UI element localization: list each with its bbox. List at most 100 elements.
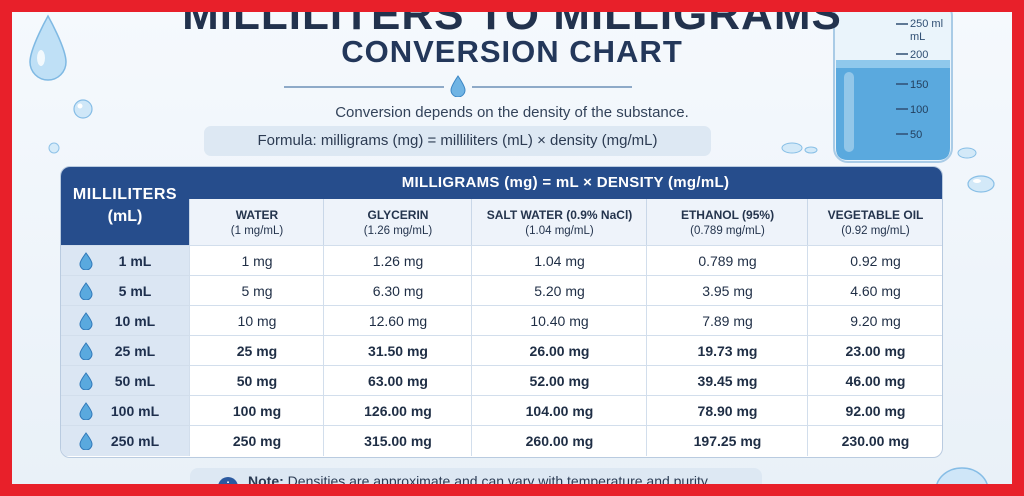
milliliters-value: 50 mL <box>114 373 156 389</box>
milliliters-cell: 1 mL <box>61 246 189 276</box>
column-header-name: ETHANOL (95%) <box>680 208 775 222</box>
milliliters-value: 100 mL <box>110 403 160 419</box>
water-drop-icon <box>936 467 988 484</box>
beaker-unit-label: mL <box>910 31 925 43</box>
milligrams-cell: 39.45 mg <box>646 366 808 396</box>
milligrams-cell: 26.00 mg <box>471 336 647 366</box>
milligrams-cell: 12.60 mg <box>323 306 472 336</box>
note-box: i Note: Densities are approximate and ca… <box>190 468 762 484</box>
milliliters-cell: 250 mL <box>61 426 189 456</box>
water-drop-icon <box>450 75 466 97</box>
note-label: Note: <box>248 473 284 484</box>
milligrams-cell: 260.00 mg <box>471 426 647 456</box>
milligrams-cell: 1 mg <box>189 246 324 276</box>
milligrams-cell: 52.00 mg <box>471 366 647 396</box>
water-drop-icon <box>79 342 93 360</box>
info-icon: i <box>218 477 238 484</box>
milligrams-cell: 3.95 mg <box>646 276 808 306</box>
milligrams-cell: 197.25 mg <box>646 426 808 456</box>
water-drop-icon <box>79 432 93 450</box>
milligrams-cell: 46.00 mg <box>807 366 942 396</box>
table-row: 250 mL 250 mg 315.00 mg 260.00 mg 197.25 mg 2… <box>61 425 942 456</box>
note-text: Note: Densities are approximate and can … <box>248 473 711 484</box>
milliliters-cell: 50 mL <box>61 366 189 396</box>
conversion-table: MILLILITERS (mL) MILLIGRAMS (mg) = mL × … <box>60 166 943 458</box>
page-title: MILLILITERS TO MILLIGRAMS <box>182 12 842 39</box>
milligrams-cell: 23.00 mg <box>807 336 942 366</box>
milligrams-cell: 4.60 mg <box>807 276 942 306</box>
milligrams-cell: 100 mg <box>189 396 324 426</box>
milligrams-cell: 126.00 mg <box>323 396 472 426</box>
milligrams-cell: 31.50 mg <box>323 336 472 366</box>
water-drop-icon <box>73 99 93 119</box>
milligrams-cell: 25 mg <box>189 336 324 366</box>
milligrams-cell: 5.20 mg <box>471 276 647 306</box>
water-drop-icon <box>781 142 818 154</box>
milliliters-header-unit: (mL) <box>107 208 143 225</box>
column-header-name: SALT WATER (0.9% NaCl) <box>486 208 633 222</box>
beaker-mark-200: 200 <box>910 49 928 61</box>
milliliters-column-header: MILLILITERS (mL) <box>61 167 189 245</box>
milligrams-cell: 104.00 mg <box>471 396 647 426</box>
milliliters-cell: 5 mL <box>61 276 189 306</box>
milliliters-cell: 25 mL <box>61 336 189 366</box>
water-drop-icon <box>79 252 93 270</box>
title-divider-left <box>284 86 444 88</box>
beaker-mark-50: 50 <box>910 129 922 141</box>
milligrams-cell: 0.92 mg <box>807 246 942 276</box>
milligrams-cell: 63.00 mg <box>323 366 472 396</box>
milliliters-value: 5 mL <box>118 283 152 299</box>
milligrams-group-header: MILLIGRAMS (mg) = mL × DENSITY (mg/mL) <box>189 167 942 199</box>
milliliters-header-label: MILLILITERS <box>72 186 178 203</box>
milliliters-value: 10 mL <box>114 313 156 329</box>
milligrams-cell: 315.00 mg <box>323 426 472 456</box>
formula-box: Formula: milligrams (mg) = milliliters (… <box>204 126 711 156</box>
milligrams-cell: 0.789 mg <box>646 246 808 276</box>
beaker-top-label: 250 ml <box>910 18 943 30</box>
milligrams-cell: 5 mg <box>189 276 324 306</box>
milligrams-cell: 50 mg <box>189 366 324 396</box>
milligrams-cell: 230.00 mg <box>807 426 942 456</box>
column-header-density: (0.92 mg/mL) <box>841 225 910 237</box>
column-header-3: ETHANOL (95%) (0.789 mg/mL) <box>646 199 808 245</box>
water-drop-icon <box>79 402 93 420</box>
milligrams-cell: 10.40 mg <box>471 306 647 336</box>
water-drop-icon <box>79 282 93 300</box>
table-row: 5 mL 5 mg 6.30 mg 5.20 mg 3.95 mg 4.60 mg <box>61 275 942 306</box>
water-drop-icon <box>957 147 977 159</box>
milliliters-cell: 10 mL <box>61 306 189 336</box>
milliliters-value: 1 mL <box>118 253 152 269</box>
table-row: 25 mL 25 mg 31.50 mg 26.00 mg 19.73 mg 23.00 … <box>61 335 942 366</box>
column-header-name: WATER <box>235 208 279 222</box>
column-header-2: SALT WATER (0.9% NaCl) (1.04 mg/mL) <box>471 199 647 245</box>
milliliters-value: 25 mL <box>114 343 156 359</box>
chart-canvas: 250 ml mL 200 150 100 50 MILLILITERS TO … <box>12 12 1012 484</box>
page-subtitle-heading: CONVERSION CHART <box>341 34 683 69</box>
milligrams-cell: 1.26 mg <box>323 246 472 276</box>
water-drop-icon <box>79 312 93 330</box>
density-explanation: Conversion depends on the density of the… <box>335 104 689 121</box>
water-drop-icon <box>48 142 60 154</box>
column-header-density: (1 mg/mL) <box>230 225 284 237</box>
milligrams-cell: 78.90 mg <box>646 396 808 426</box>
note-body: Densities are approximate and can vary w… <box>287 473 711 484</box>
table-row: 50 mL 50 mg 63.00 mg 52.00 mg 39.45 mg 46.00 … <box>61 365 942 396</box>
column-header-name: VEGETABLE OIL <box>827 208 924 222</box>
water-drop-icon <box>29 14 67 81</box>
water-drop-icon <box>967 175 995 193</box>
milligrams-cell: 92.00 mg <box>807 396 942 426</box>
column-header-0: WATER (1 mg/mL) <box>189 199 324 245</box>
column-header-density: (1.26 mg/mL) <box>363 225 433 237</box>
milligrams-cell: 1.04 mg <box>471 246 647 276</box>
milligrams-cell: 9.20 mg <box>807 306 942 336</box>
column-header-density: (0.789 mg/mL) <box>690 225 765 237</box>
beaker-mark-150: 150 <box>910 79 928 91</box>
water-drop-icon <box>79 372 93 390</box>
column-header-name: GLYCERIN <box>367 208 429 222</box>
milligrams-cell: 19.73 mg <box>646 336 808 366</box>
milliliters-value: 250 mL <box>110 433 160 449</box>
milligrams-cell: 250 mg <box>189 426 324 456</box>
column-header-density: (1.04 mg/mL) <box>525 225 594 237</box>
table-row: 100 mL 100 mg 126.00 mg 104.00 mg 78.90 mg 92… <box>61 395 942 426</box>
title-divider-right <box>472 86 632 88</box>
